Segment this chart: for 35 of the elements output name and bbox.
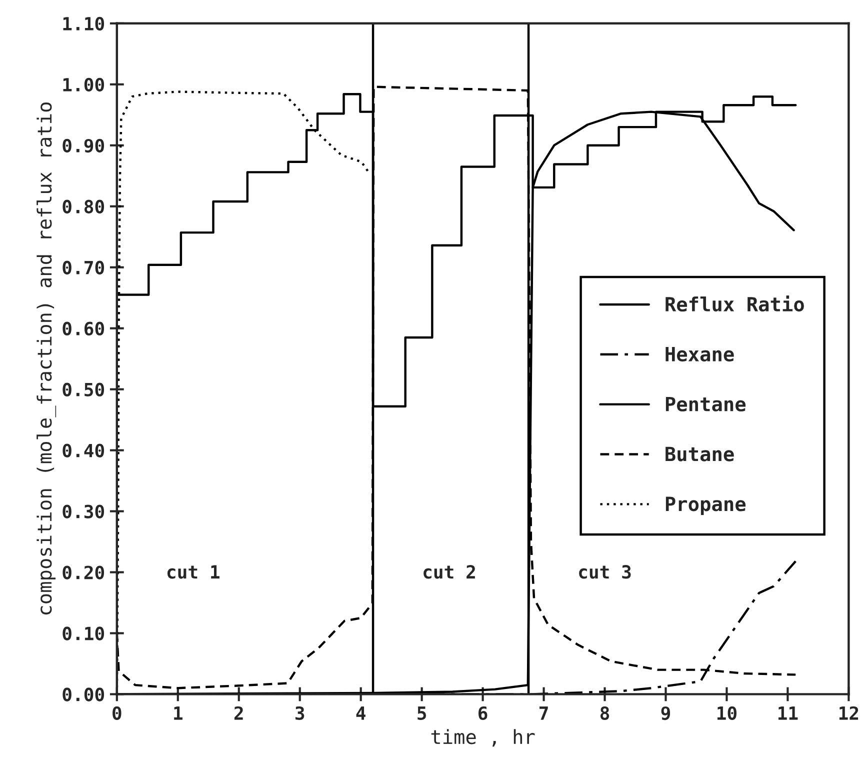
annotation: cut 3	[579, 565, 631, 579]
y-tick-label: 0.50	[62, 382, 104, 396]
x-tick-label: 10	[718, 706, 737, 720]
x-tick-label: 4	[356, 706, 366, 720]
legend-label: Hexane	[666, 347, 734, 362]
y-tick-label: 0.20	[62, 566, 104, 580]
x-axis-title: time , hr	[431, 729, 535, 747]
x-tick-label: 5	[418, 706, 426, 720]
y-tick-label: 0.40	[62, 444, 104, 458]
y-tick-label: 0.30	[62, 504, 104, 518]
legend-label: Pentane	[666, 396, 746, 412]
x-tick-label: 8	[600, 706, 610, 720]
y-tick-label: 1.00	[63, 78, 104, 92]
legend-label: Butane	[666, 446, 734, 462]
legend-label: Propane	[666, 496, 746, 516]
x-tick-label: 12	[839, 706, 858, 720]
x-tick-label: 1	[174, 706, 182, 720]
y-tick-label: 0.00	[62, 688, 104, 702]
x-tick-label: 7	[540, 706, 548, 720]
y-tick-label: 0.90	[62, 138, 104, 153]
annotation: cut 1	[167, 565, 220, 579]
y-tick-label: 0.60	[62, 322, 104, 336]
x-tick-label: 9	[661, 706, 670, 720]
x-tick-label: 3	[296, 706, 304, 720]
y-tick-label: 0.80	[62, 200, 104, 214]
x-tick-label: 6	[478, 706, 488, 720]
annotation: cut 2	[424, 565, 475, 579]
y-tick-label: 1.10	[63, 16, 104, 31]
y-axis-title: composition (mole_fraction) and reflux ratio	[36, 102, 56, 614]
x-tick-label: 11	[778, 706, 798, 720]
x-tick-label: 2	[234, 706, 243, 720]
x-tick-label: 0	[112, 706, 122, 720]
y-tick-label: 0.70	[62, 260, 104, 274]
legend-label: Reflux Ratio	[666, 295, 804, 312]
y-tick-label: 0.10	[62, 626, 104, 640]
